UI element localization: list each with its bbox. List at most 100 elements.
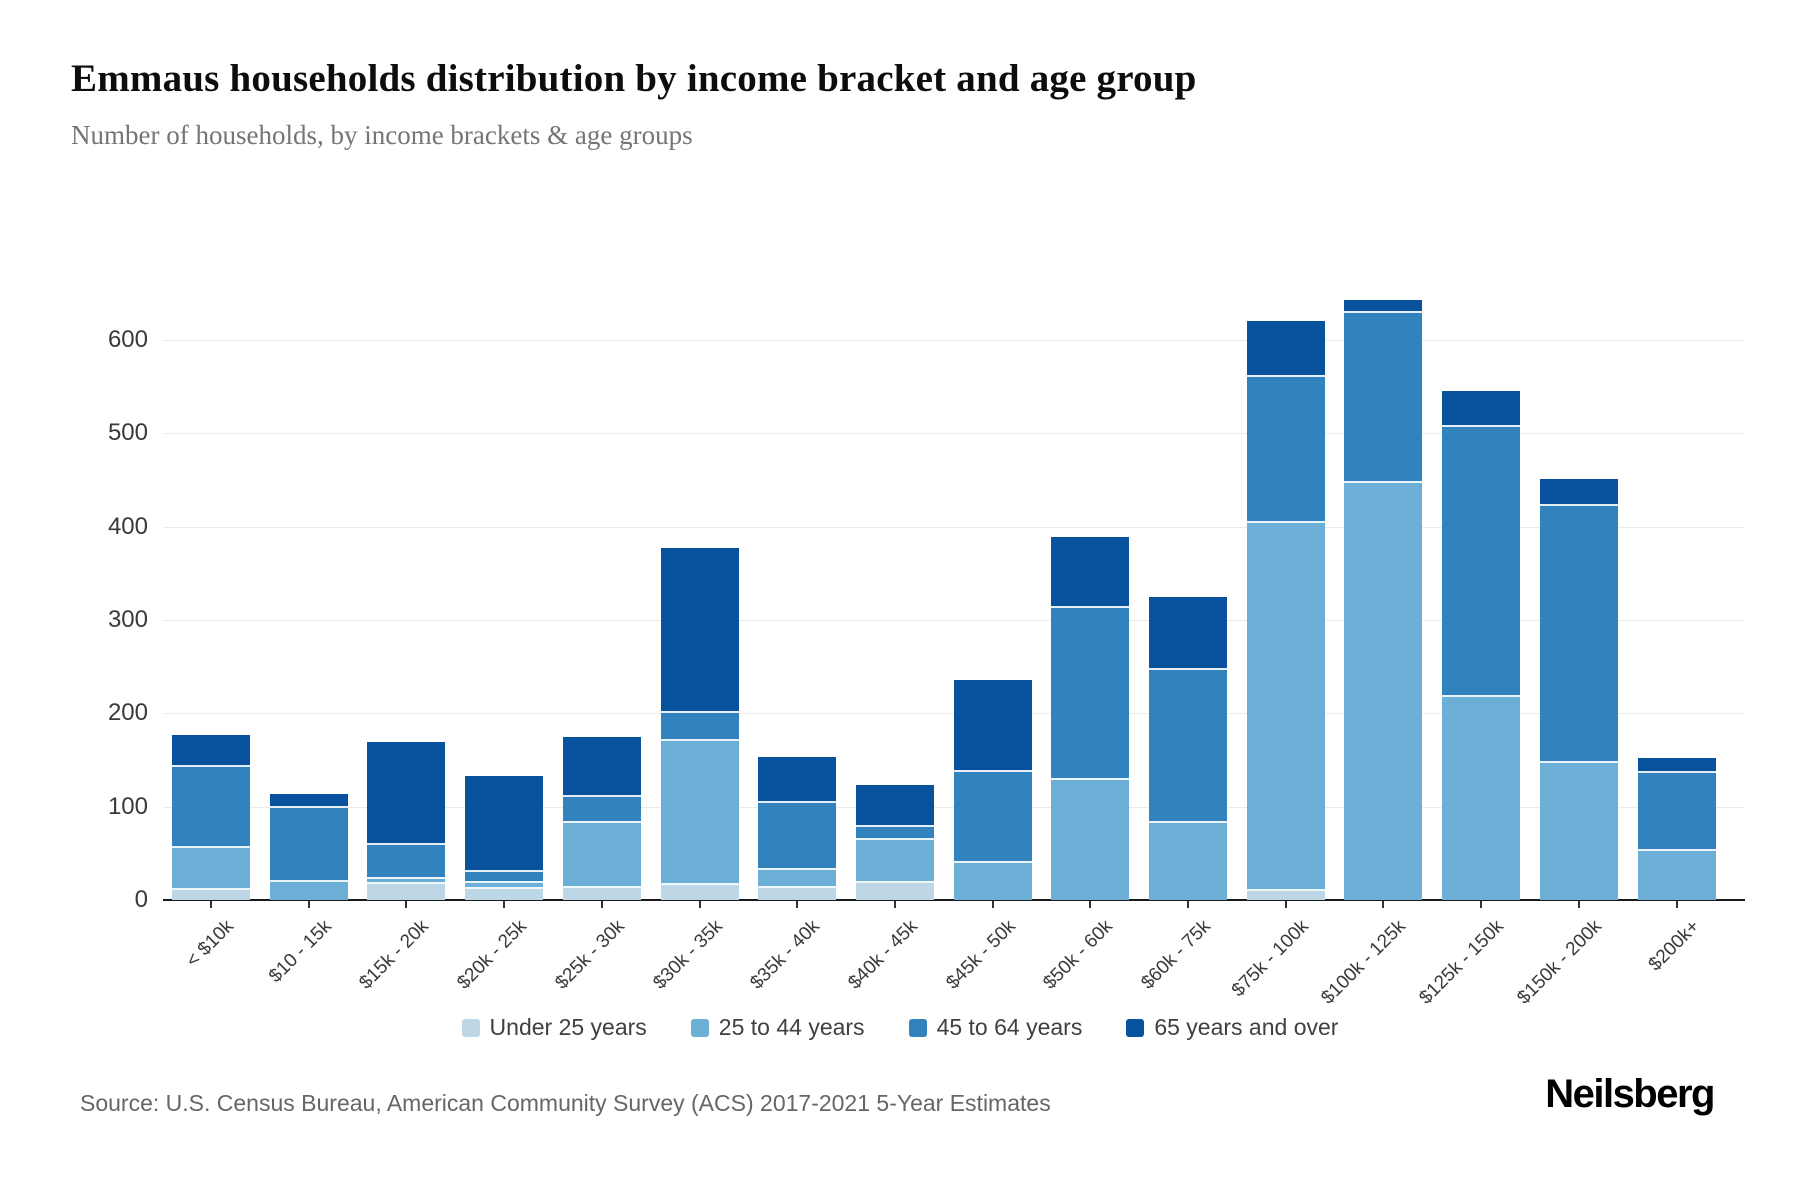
x-axis-tick [796, 901, 799, 908]
x-axis-tick [1577, 901, 1580, 908]
bar-segment[interactable] [562, 887, 641, 900]
legend-swatch-icon [908, 1018, 927, 1037]
legend-item[interactable]: 25 to 44 years [690, 1014, 865, 1041]
x-axis-tick [1382, 901, 1385, 908]
bar-segment[interactable] [269, 793, 348, 808]
source-note: Source: U.S. Census Bureau, American Com… [80, 1090, 1051, 1116]
y-axis-tick-label: 0 [134, 886, 148, 913]
bar-segment[interactable] [1149, 596, 1227, 671]
bar-segment[interactable] [465, 872, 544, 884]
bar-segment[interactable] [367, 884, 446, 900]
neilsberg-logo: Neilsberg [1545, 1072, 1715, 1116]
bar-segment[interactable] [1637, 758, 1716, 774]
bar-segment[interactable] [1246, 377, 1325, 523]
x-axis-tick [698, 901, 701, 908]
bar-segment[interactable] [562, 736, 641, 798]
bar-segment[interactable] [855, 883, 934, 900]
x-axis-tick [1675, 901, 1678, 908]
bar-segment[interactable] [1051, 607, 1130, 780]
bar-segment[interactable] [855, 827, 934, 841]
chart-legend: Under 25 years 25 to 44 years 45 to 64 yea… [0, 1014, 1800, 1041]
bar-segment[interactable] [367, 844, 446, 880]
bar-segment[interactable] [1051, 536, 1130, 608]
bar-segment[interactable] [1539, 506, 1618, 763]
bar-segment[interactable] [1246, 321, 1325, 378]
bar-segment[interactable] [1442, 697, 1521, 900]
bar-segment[interactable] [660, 741, 739, 886]
bar-segment[interactable] [367, 879, 446, 885]
bar-segment[interactable] [758, 887, 837, 900]
legend-swatch-icon [690, 1018, 709, 1037]
x-axis-tick [600, 901, 603, 908]
bar-segment[interactable] [660, 548, 739, 714]
bar-segment[interactable] [758, 757, 837, 803]
bar-segment[interactable] [953, 862, 1032, 900]
x-axis-tick [307, 901, 310, 908]
bar-segment[interactable] [1442, 426, 1521, 698]
bar-segment[interactable] [660, 885, 739, 900]
x-axis-tick [405, 901, 408, 908]
x-axis-tick [1480, 901, 1483, 908]
bar-segment[interactable] [1246, 522, 1325, 891]
legend-swatch-icon [461, 1018, 480, 1037]
bar-segment[interactable] [172, 889, 250, 900]
bar-segment[interactable] [172, 767, 250, 848]
page-subtitle: Number of households, by income brackets… [71, 120, 693, 150]
bar-segment[interactable] [465, 775, 544, 872]
y-axis-tick-label: 300 [107, 605, 148, 633]
bar-segment[interactable] [562, 797, 641, 824]
legend-item[interactable]: 65 years and over [1126, 1014, 1338, 1041]
bar-segment[interactable] [660, 713, 739, 742]
y-gridline [163, 526, 1745, 528]
bar-segment[interactable] [1539, 479, 1618, 507]
bar-segment[interactable] [367, 742, 446, 845]
bar-segment[interactable] [1344, 312, 1423, 483]
bar-segment[interactable] [1442, 391, 1521, 427]
legend-item-label: Under 25 years [489, 1014, 647, 1040]
bar-segment[interactable] [953, 679, 1032, 773]
legend-item[interactable]: Under 25 years [461, 1014, 647, 1041]
x-axis-tick [503, 901, 506, 908]
y-axis-tick-label: 400 [107, 512, 148, 540]
x-axis-tick [210, 901, 212, 908]
x-axis-tick [1284, 901, 1287, 908]
y-gridline [163, 433, 1745, 435]
bar-segment[interactable] [562, 823, 641, 888]
y-axis-tick-label: 200 [107, 699, 148, 727]
y-gridline [163, 339, 1745, 341]
bar-segment[interactable] [953, 772, 1032, 863]
x-axis-tick [893, 901, 896, 908]
bar-segment[interactable] [1539, 762, 1618, 900]
y-axis-tick-label: 100 [107, 792, 148, 820]
x-axis-tick [991, 901, 994, 908]
bar-segment[interactable] [269, 882, 348, 900]
x-axis-line [163, 899, 1745, 901]
bar-segment[interactable] [758, 802, 837, 871]
bar-segment[interactable] [1051, 779, 1130, 900]
bar-segment[interactable] [1149, 670, 1227, 824]
bar-segment[interactable] [855, 785, 934, 828]
bar-segment[interactable] [1344, 299, 1423, 313]
bar-segment[interactable] [465, 888, 544, 900]
legend-item-label: 65 years and over [1154, 1014, 1339, 1040]
bar-segment[interactable] [172, 734, 250, 768]
x-axis-tick [1089, 901, 1092, 908]
bar-segment[interactable] [465, 883, 544, 889]
x-axis-tick [1187, 901, 1189, 908]
bar-segment[interactable] [758, 870, 837, 888]
bar-segment[interactable] [172, 847, 250, 890]
bar-segment[interactable] [1637, 851, 1716, 900]
y-gridline [163, 619, 1745, 621]
legend-swatch-icon [1126, 1018, 1145, 1037]
bar-segment[interactable] [1344, 482, 1423, 900]
bar-segment[interactable] [1149, 823, 1227, 900]
bar-segment[interactable] [1246, 890, 1325, 900]
bar-segment[interactable] [269, 807, 348, 883]
bar-segment[interactable] [1637, 773, 1716, 852]
legend-item-label: 45 to 64 years [936, 1014, 1083, 1040]
y-axis-tick-label: 500 [107, 419, 148, 447]
legend-item[interactable]: 45 to 64 years [908, 1014, 1083, 1041]
y-axis-tick-label: 600 [107, 325, 148, 353]
bar-segment[interactable] [855, 840, 934, 884]
